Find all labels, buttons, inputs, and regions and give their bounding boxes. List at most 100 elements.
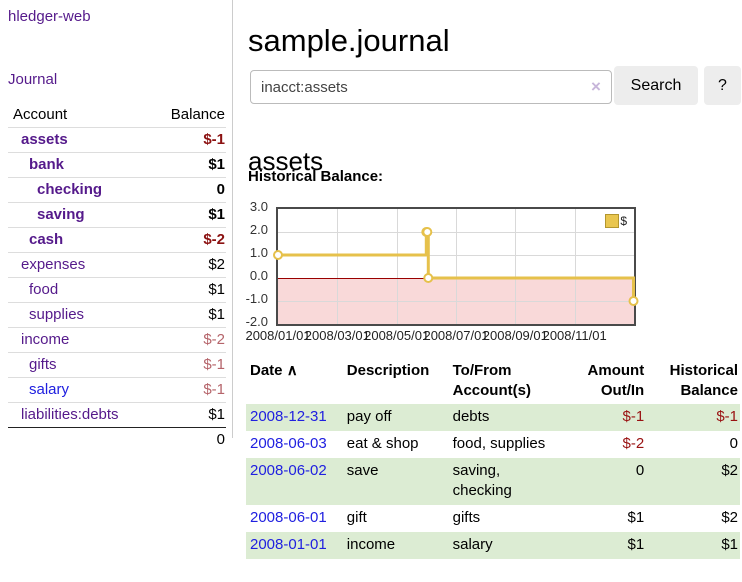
register-description-cell: eat & shop <box>346 435 419 452</box>
register-balance-cell: $2 <box>721 462 738 479</box>
account-link[interactable]: liabilities:debts <box>21 406 119 423</box>
account-row: checking 0 <box>8 177 226 203</box>
account-balance: $-2 <box>203 331 225 348</box>
x-axis-tick-label: 2008/01/01 <box>245 328 311 343</box>
gridline-vertical <box>575 209 576 324</box>
y-axis-tick-label: 1.0 <box>249 245 268 260</box>
account-link[interactable]: saving <box>37 206 85 223</box>
data-point-marker <box>422 227 433 237</box>
register-amount-cell: $-1 <box>622 408 645 425</box>
account-link[interactable]: checking <box>37 181 103 198</box>
register-date-cell: 2008-12-31 <box>246 404 343 431</box>
account-balance: $2 <box>208 256 225 273</box>
register-balance-cell: 0 <box>729 435 738 452</box>
register-amount-cell: $1 <box>627 509 645 526</box>
account-balance: $-1 <box>203 381 225 398</box>
chart-title: Historical Balance: <box>248 168 384 185</box>
account-name-cell: income <box>8 328 149 353</box>
register-row: 2008-06-01 gift gifts $1 $2 <box>246 505 740 532</box>
account-name-cell: gifts <box>8 353 149 378</box>
app-brand-link[interactable]: hledger-web <box>8 8 91 25</box>
account-row: bank $1 <box>8 152 226 178</box>
account-link[interactable]: assets <box>21 131 68 148</box>
register-date-cell: 2008-06-01 <box>246 505 343 532</box>
legend-swatch-icon <box>605 214 620 228</box>
register-amount-cell: $1 <box>627 536 645 553</box>
balance-chart: $ <box>273 207 639 326</box>
register-date-cell: 2008-06-03 <box>246 431 343 458</box>
transaction-date-link[interactable]: 2008-06-01 <box>250 509 327 526</box>
account-link[interactable]: income <box>21 331 70 348</box>
register-date-cell: 2008-06-02 <box>246 458 343 505</box>
transaction-date-link[interactable]: 2008-06-02 <box>250 462 327 479</box>
sidebar-item-journal[interactable]: Journal <box>8 71 58 88</box>
register-header-description: Description <box>346 362 430 379</box>
account-link[interactable]: supplies <box>29 306 85 323</box>
help-button[interactable]: ? <box>704 66 741 105</box>
account-name-cell: saving <box>8 203 149 228</box>
register-balance-cell: $2 <box>721 509 738 526</box>
gridline-horizontal <box>278 255 634 256</box>
account-row: food $1 <box>8 277 226 303</box>
register-accounts-cell: gifts <box>452 509 481 526</box>
chart-legend: $ <box>605 214 627 228</box>
y-axis-tick-label: 2.0 <box>249 222 268 237</box>
search-button[interactable]: Search <box>614 66 698 105</box>
account-name-cell: liabilities:debts <box>8 403 149 428</box>
accounts-header-balance: Balance <box>170 106 225 123</box>
account-row: saving $1 <box>8 202 226 228</box>
data-point-marker <box>628 296 639 306</box>
register-header-date[interactable]: Date ∧ <box>246 359 343 404</box>
transaction-date-link[interactable]: 2008-12-31 <box>250 408 327 425</box>
register-description-cell: income <box>346 536 396 553</box>
account-row: salary $-1 <box>8 377 226 403</box>
account-balance: 0 <box>216 181 225 198</box>
register-row: 2008-06-02 save saving, checking 0 $2 <box>246 458 740 505</box>
account-name-cell: cash <box>8 228 149 253</box>
account-name-cell: checking <box>8 178 149 203</box>
register-accounts-cell: food, supplies <box>452 435 546 452</box>
register-date-cell: 2008-01-01 <box>246 532 343 559</box>
account-link[interactable]: food <box>29 281 59 298</box>
account-link[interactable]: expenses <box>21 256 86 273</box>
account-row: liabilities:debts $1 <box>8 402 226 428</box>
search-input[interactable] <box>250 70 612 104</box>
transaction-date-link[interactable]: 2008-01-01 <box>250 536 327 553</box>
account-link[interactable]: salary <box>29 381 70 398</box>
transaction-date-link[interactable]: 2008-06-03 <box>250 435 327 452</box>
account-name-cell: expenses <box>8 253 149 278</box>
accounts-total-row: 0 <box>8 427 226 453</box>
data-point-marker <box>273 250 283 260</box>
register-description-cell: gift <box>346 509 367 526</box>
balance-line-series <box>273 227 639 306</box>
sidebar: hledger-web Journal Account Balance asse… <box>0 0 233 448</box>
account-heading: assets <box>248 145 324 176</box>
account-link[interactable]: gifts <box>29 356 57 373</box>
register-description-cell: pay off <box>346 408 392 425</box>
gridline-horizontal <box>278 301 634 302</box>
account-balance: $1 <box>208 306 225 323</box>
account-row: assets $-1 <box>8 127 226 153</box>
accounts-table: Account Balance assets $-1 bank $1 checking 0… <box>8 103 226 452</box>
account-row: income $-2 <box>8 327 226 353</box>
y-axis-tick-label: 3.0 <box>249 199 268 214</box>
gridline-vertical <box>337 209 338 324</box>
y-axis-tick-label: -1.0 <box>245 291 268 306</box>
register-header-amount: Amount Out/In <box>587 362 645 399</box>
x-axis-tick-label: 2008/11/01 <box>542 328 607 343</box>
register-accounts-cell: debts <box>452 408 490 425</box>
account-link[interactable]: cash <box>29 231 64 248</box>
register-table: Date ∧ Description To/From Account(s) Am… <box>246 359 740 559</box>
register-row: 2008-06-03 eat & shop food, supplies $-2 0 <box>246 431 740 458</box>
account-balance: $1 <box>208 156 225 173</box>
register-amount-cell: $-2 <box>622 435 645 452</box>
legend-label: $ <box>620 214 627 228</box>
accounts-header-account: Account <box>13 106 68 123</box>
account-row: gifts $-1 <box>8 352 226 378</box>
register-header-date-label: Date <box>250 362 283 379</box>
clear-search-icon[interactable]: × <box>591 77 601 96</box>
account-balance: $-2 <box>203 231 225 248</box>
accounts-total-value: 0 <box>216 431 225 448</box>
gridline-horizontal <box>278 232 634 233</box>
account-link[interactable]: bank <box>29 156 65 173</box>
